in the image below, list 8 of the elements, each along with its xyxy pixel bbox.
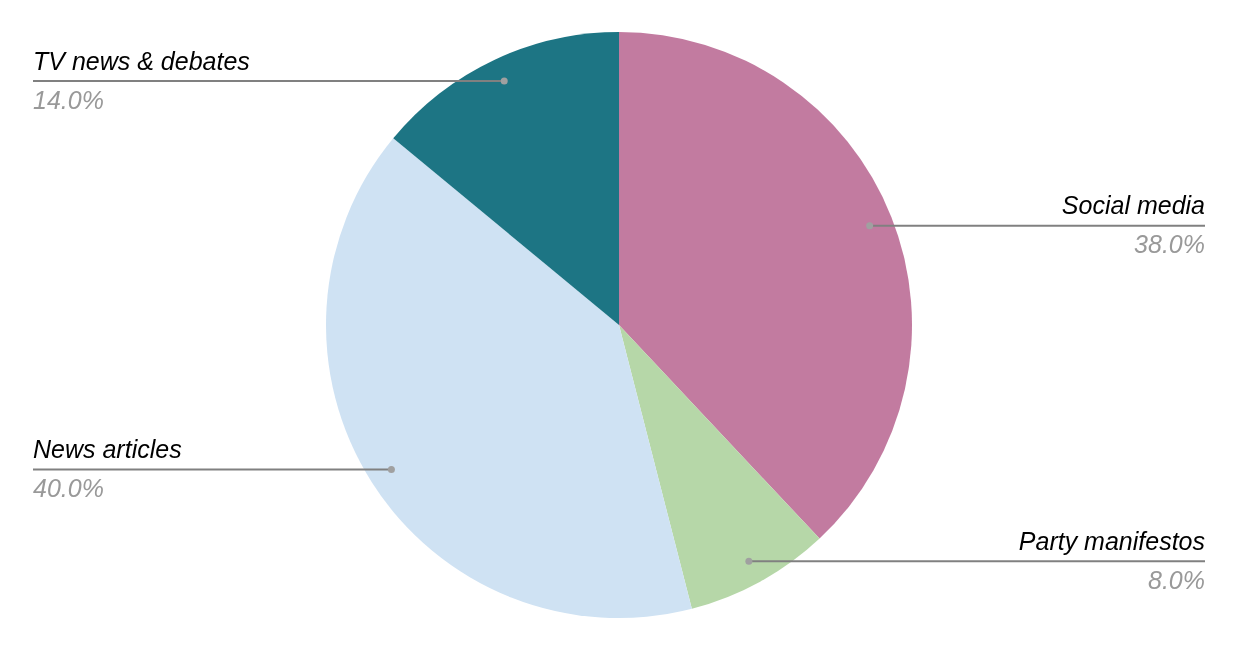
data-label: 14.0% [33,85,104,114]
slice-label: Party manifestos [1018,526,1205,555]
slice-label: TV news & debates [33,46,250,75]
data-label: 8.0% [1148,565,1205,594]
slice-label: Social media [1061,191,1206,220]
data-label: 40.0% [33,473,104,502]
slice-label: News articles [33,434,182,463]
data-label: 38.0% [1134,230,1205,259]
